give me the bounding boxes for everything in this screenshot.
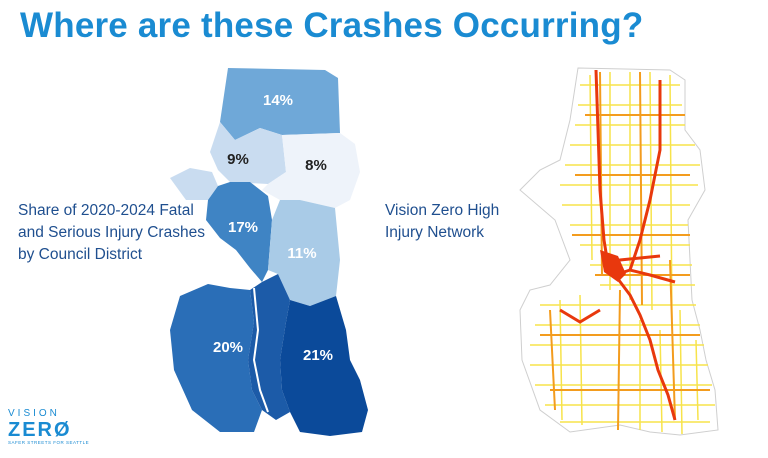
district-d6 (210, 122, 286, 184)
district-d5 (220, 68, 340, 140)
district-label-d7: 17% (228, 219, 258, 236)
slide-title: Where are these Crashes Occurring? (20, 6, 644, 45)
river-line (252, 287, 269, 413)
high-injury-network-map (519, 67, 719, 436)
district-map-caption: Share of 2020-2024 Fatal and Serious Inj… (18, 202, 205, 263)
downtown-core (600, 250, 626, 282)
medium-injury-streets (540, 71, 710, 431)
district-label-d2: 21% (303, 347, 333, 364)
district-label-d3: 11% (287, 245, 316, 262)
council-district-map: 14% 9% 8% 17% 11% 20% 21% (170, 68, 368, 436)
district-label-d5: 14% (263, 92, 293, 109)
logo-top-text: VISION (8, 408, 60, 419)
city-outline (519, 67, 719, 436)
logo-main-text: ZERØ (8, 419, 72, 441)
vision-zero-logo: VISION ZERØ SAFER STREETS FOR SEATTLE (8, 408, 98, 454)
district-label-d1: 20% (213, 339, 243, 356)
district-d2 (280, 296, 368, 436)
district-d1 (170, 284, 262, 432)
district-d3 (268, 200, 340, 306)
district-label-d4: 8% (305, 157, 327, 174)
hin-map-caption: Vision Zero High Injury Network (385, 202, 500, 241)
district-d7 (206, 182, 272, 282)
district-d4 (262, 133, 360, 208)
district-label-d6: 9% (227, 151, 249, 168)
logo-sub-text: SAFER STREETS FOR SEATTLE (8, 440, 90, 445)
district-magnolia (170, 168, 218, 200)
